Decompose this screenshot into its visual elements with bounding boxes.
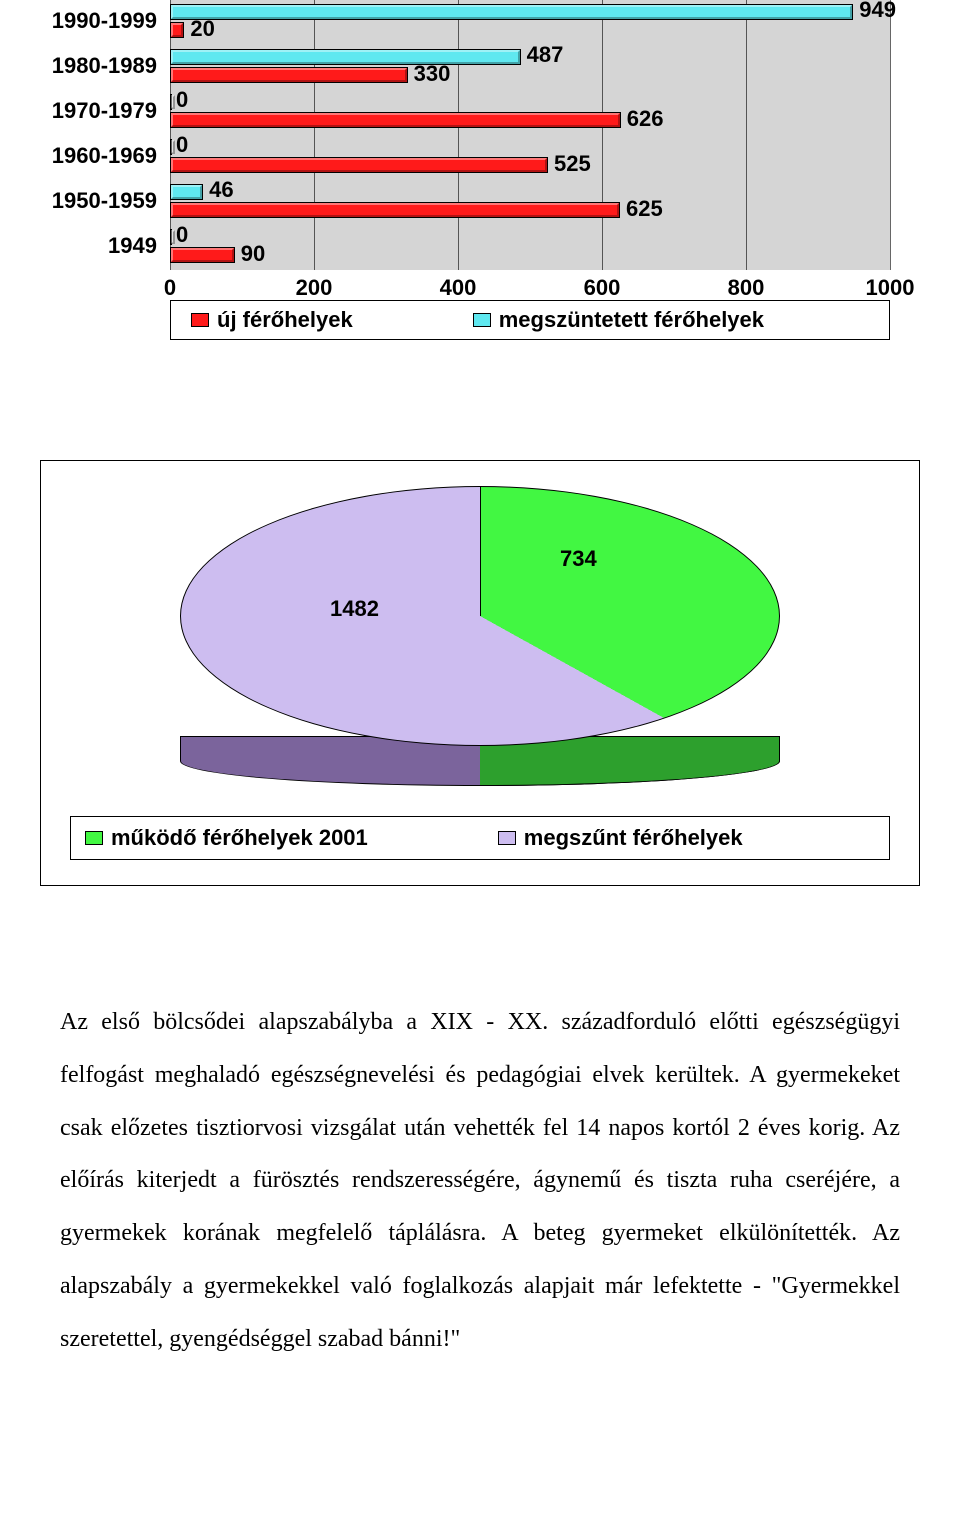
bar-row: 94920 xyxy=(170,0,890,45)
x-tick-label: 1000 xyxy=(866,275,915,301)
pie-divider xyxy=(480,486,481,616)
bar-value-label: 0 xyxy=(176,222,188,248)
legend-item: megszüntetett férőhelyek xyxy=(473,307,764,333)
bar-value-label: 0 xyxy=(176,87,188,113)
bar-new xyxy=(170,22,184,38)
bar-new xyxy=(170,112,621,128)
bar-value-label: 20 xyxy=(190,16,214,42)
legend-swatch-red xyxy=(191,313,209,327)
bar-new xyxy=(170,202,620,218)
legend-swatch-purple xyxy=(498,831,516,845)
legend-label: működő férőhelyek 2001 xyxy=(111,825,368,851)
pie-slice-label: 1482 xyxy=(330,596,379,622)
bar-row: 0 626 xyxy=(170,90,890,135)
bar-value-label: 525 xyxy=(554,151,591,177)
bar-value-label: 90 xyxy=(241,241,265,267)
legend-label: megszűnt férőhelyek xyxy=(524,825,743,851)
y-axis-label: 1970-1979 xyxy=(40,98,165,124)
x-tick-label: 0 xyxy=(164,275,176,301)
body-paragraph: Az első bölcsődei alapszabályba a XIX - … xyxy=(60,996,900,1366)
bar-value-label: 949 xyxy=(859,0,896,23)
y-axis-label: 1990-1999 xyxy=(40,8,165,34)
bar-value-label: 330 xyxy=(414,61,451,87)
legend-item: megszűnt férőhelyek xyxy=(498,825,743,851)
pie-chart-legend: működő férőhelyek 2001 megszűnt férőhely… xyxy=(70,816,890,860)
bar-discontinued xyxy=(170,139,172,155)
legend-swatch-green xyxy=(85,831,103,845)
legend-label: új férőhelyek xyxy=(217,307,353,333)
bar-discontinued xyxy=(170,4,853,20)
legend-swatch-cyan xyxy=(473,313,491,327)
bar-row: 0 90 xyxy=(170,225,890,270)
bar-value-label: 626 xyxy=(627,106,664,132)
legend-item: működő férőhelyek 2001 xyxy=(85,825,368,851)
x-tick-label: 600 xyxy=(584,275,621,301)
bar-chart: 0200400600800100094920487330062605254662… xyxy=(40,0,920,340)
x-gridline xyxy=(890,0,891,270)
legend-item: új férőhelyek xyxy=(191,307,353,333)
bar-value-label: 487 xyxy=(527,42,564,68)
bar-discontinued xyxy=(170,49,521,65)
bar-new xyxy=(170,247,235,263)
x-tick-label: 400 xyxy=(440,275,477,301)
x-tick-label: 200 xyxy=(296,275,333,301)
pie-chart: 734 1482 működő férőhelyek 2001 megszűnt… xyxy=(40,460,920,886)
bar-new xyxy=(170,67,408,83)
bar-row: 46 625 xyxy=(170,180,890,225)
bar-chart-plot: 0200400600800100094920487330062605254662… xyxy=(170,0,890,270)
y-axis-label: 1960-1969 xyxy=(40,143,165,169)
bar-row: 487 330 xyxy=(170,45,890,90)
bar-value-label: 0 xyxy=(176,132,188,158)
pie-chart-stage: 734 1482 xyxy=(180,486,780,786)
bar-value-label: 46 xyxy=(209,177,233,203)
legend-label: megszüntetett férőhelyek xyxy=(499,307,764,333)
pie-slice-label: 734 xyxy=(560,546,597,572)
bar-discontinued xyxy=(170,184,203,200)
bar-discontinued xyxy=(170,94,172,110)
bar-new xyxy=(170,157,548,173)
bar-value-label: 625 xyxy=(626,196,663,222)
y-axis-label: 1950-1959 xyxy=(40,188,165,214)
bar-row: 0 525 xyxy=(170,135,890,180)
y-axis-label: 1949 xyxy=(40,233,165,259)
bar-discontinued xyxy=(170,229,172,245)
x-tick-label: 800 xyxy=(728,275,765,301)
y-axis-label: 1980-1989 xyxy=(40,53,165,79)
bar-chart-legend: új férőhelyek megszüntetett férőhelyek xyxy=(170,300,890,340)
